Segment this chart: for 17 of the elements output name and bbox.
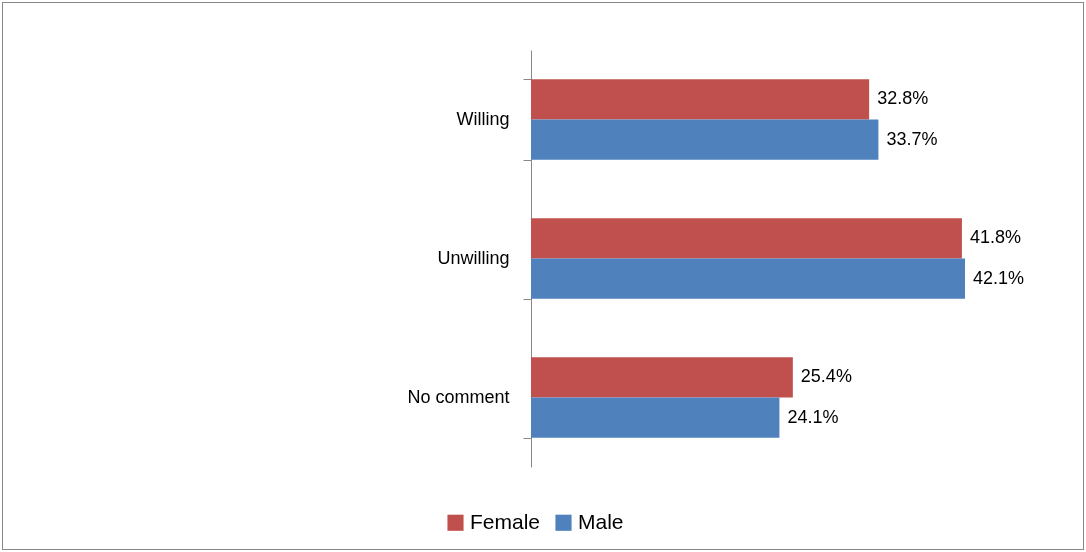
y-tick-label: Unwilling — [437, 248, 510, 268]
bar — [531, 357, 793, 398]
y-tick-label: Willing — [456, 109, 510, 129]
y-tick-label: No comment — [407, 387, 510, 407]
data-label: 24.1% — [787, 406, 839, 427]
bar — [531, 119, 879, 160]
bar — [531, 218, 962, 259]
data-label: 33.7% — [886, 128, 938, 149]
data-label: 41.8% — [969, 227, 1021, 248]
bar — [531, 397, 780, 438]
data-label: 32.8% — [877, 88, 929, 109]
data-label: 42.1% — [973, 267, 1025, 288]
legend-label: Female — [470, 509, 541, 533]
bar — [531, 258, 965, 299]
legend-label: Male — [578, 509, 624, 533]
data-label: 25.4% — [800, 366, 852, 387]
bar — [531, 79, 870, 120]
